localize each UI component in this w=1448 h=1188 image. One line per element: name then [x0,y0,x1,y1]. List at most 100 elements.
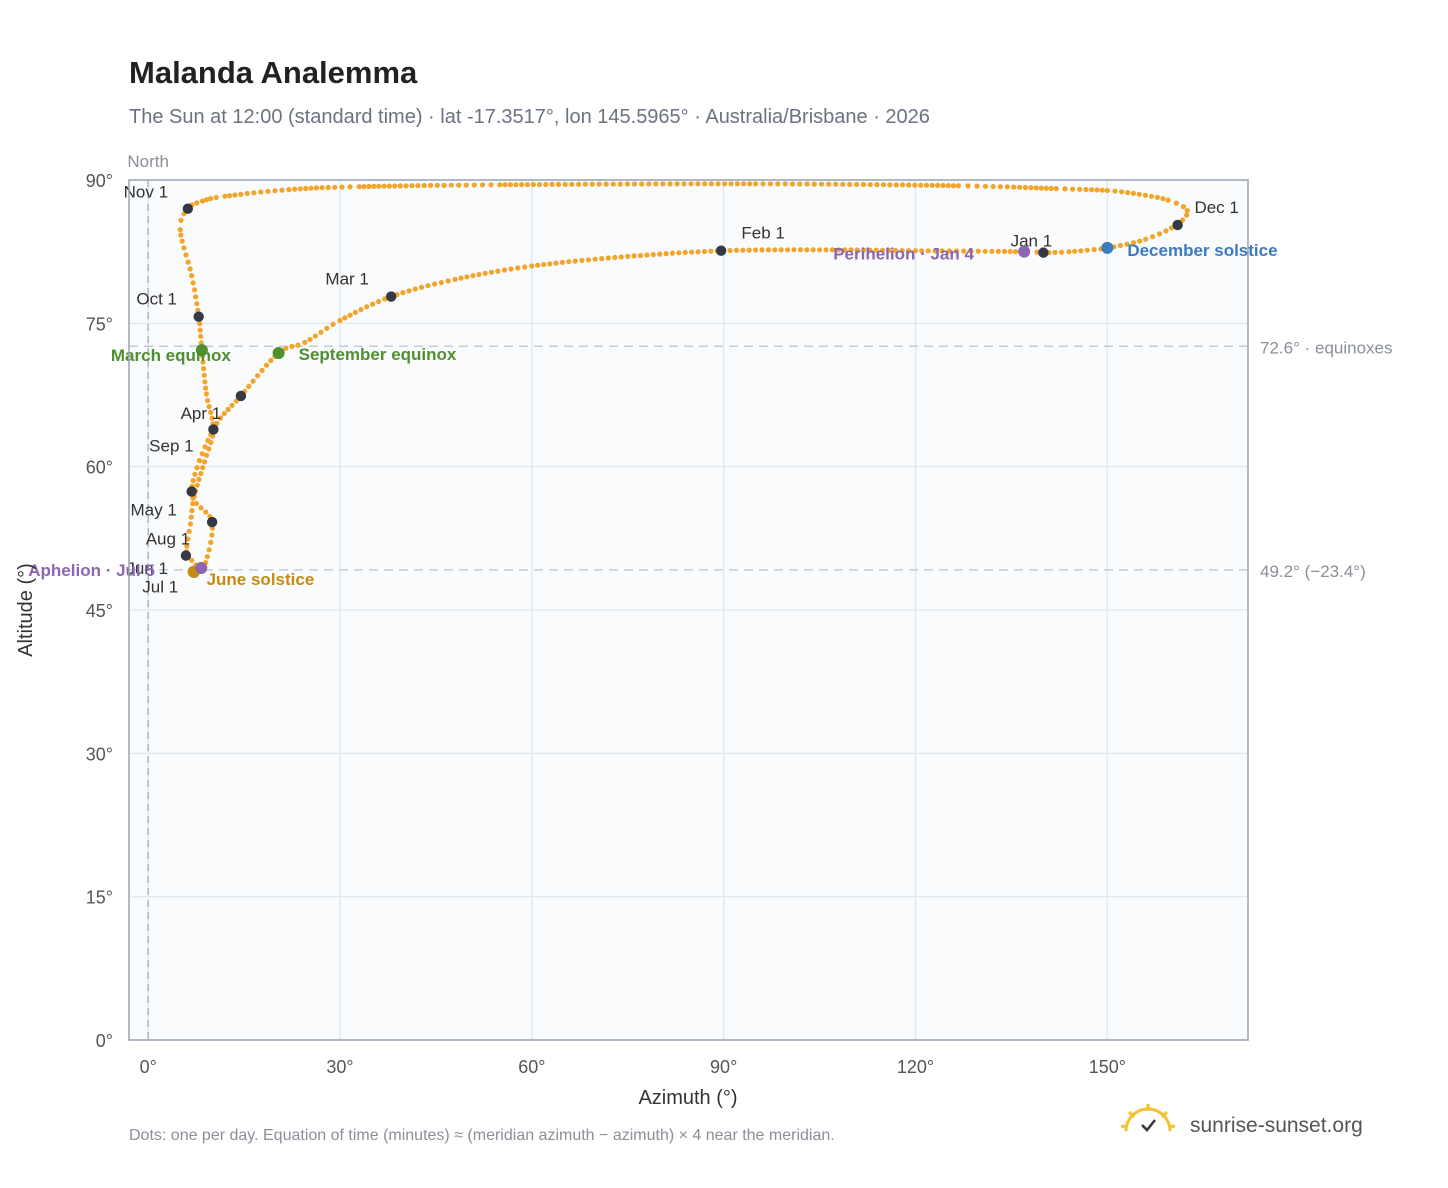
day-dot [452,276,458,282]
day-dot [381,183,387,189]
day-dot [364,304,370,310]
day-dot [501,267,507,273]
day-dot [553,260,559,266]
day-dot [1062,186,1068,192]
day-dot [847,181,853,187]
day-dot [471,182,477,188]
day-dot [695,249,701,255]
day-dot [637,252,644,259]
footnote: Dots: one per day. Equation of time (min… [129,1127,835,1144]
day-dot [204,554,210,560]
day-dot [370,301,376,307]
day-dot [519,182,525,188]
day-dot [189,508,195,514]
day-dot [1091,247,1097,253]
day-dot [184,543,190,549]
day-dot [946,248,952,254]
day-dot [702,181,708,187]
day-dot [880,247,886,253]
day-dot [415,183,421,189]
day-dot [358,307,364,313]
day-dot [688,181,694,187]
x-tick-label: 120° [897,1057,934,1077]
day-dot [797,181,803,187]
day-dot [342,315,348,321]
day-dot [674,181,680,187]
day-dot [214,420,220,426]
day-dot [213,194,219,201]
month-marker [208,424,219,435]
day-dot [1011,184,1017,190]
day-dot [1084,247,1090,253]
day-dot [906,248,912,254]
day-dot [899,248,905,254]
month-label: Jul 1 [142,578,178,597]
day-dot [923,182,930,188]
day-dot [187,266,193,272]
y-tick-label: 60° [86,458,113,478]
day-dot [179,238,185,244]
day-dot [434,182,440,188]
day-dot [653,181,659,187]
day-dot [543,181,549,188]
day-dot [522,264,528,270]
day-dot [811,181,817,187]
day-dot [740,247,746,253]
day-dot [982,248,988,254]
day-dot [1136,191,1142,197]
day-dot [1094,187,1100,193]
month-label: Oct 1 [136,290,177,309]
day-dot [579,257,585,263]
day-dot [337,317,343,324]
month-marker [193,311,204,322]
day-dot [1112,188,1118,194]
day-dot [208,196,214,202]
x-axis-ticks: 0° 30° 60° 90° 120° 150° [140,1057,1126,1077]
day-dot [203,509,209,515]
day-dot [861,247,867,253]
day-dot [1104,187,1110,194]
day-dot [961,248,967,254]
day-dot [708,181,715,187]
day-dot [860,181,867,188]
day-dot [782,181,788,187]
day-dot [1137,238,1143,244]
day-dot [177,227,183,233]
day-dot [232,192,238,198]
day-dot [912,248,919,254]
brand-name: sunrise-sunset.org [1190,1114,1363,1137]
day-dot [1117,242,1123,249]
day-dot [251,190,257,196]
day-dot [1022,184,1028,191]
event-markers: March equinox September equinox June solst… [28,241,1277,589]
day-dot [728,181,734,187]
day-dot [854,181,860,187]
day-dot [833,181,839,187]
day-dot [441,182,447,188]
day-dot [194,200,200,206]
month-marker [1038,247,1049,258]
day-dot [428,182,434,188]
day-dot [258,189,264,195]
day-dot [569,181,575,187]
day-dot [464,274,470,280]
x-tick-label: 90° [710,1057,737,1077]
day-dot [880,182,887,188]
day-dot [201,366,207,372]
day-dot [191,287,198,293]
day-dot [605,255,611,261]
day-dot [448,182,454,188]
day-dot [836,247,842,253]
day-dot [181,245,187,251]
day-dot [185,536,191,542]
day-dot [198,340,204,346]
day-dot [406,288,412,294]
event-label: Perihelion · Jan 4 [833,245,974,264]
day-dot [193,294,199,300]
y-axis-ticks: 0° 15° 30° 45° 60° 75° 90° [86,171,113,1051]
month-label: Dec 1 [1194,198,1238,217]
day-dot [1048,185,1054,191]
day-dot [1004,184,1010,190]
day-dot [887,182,893,188]
